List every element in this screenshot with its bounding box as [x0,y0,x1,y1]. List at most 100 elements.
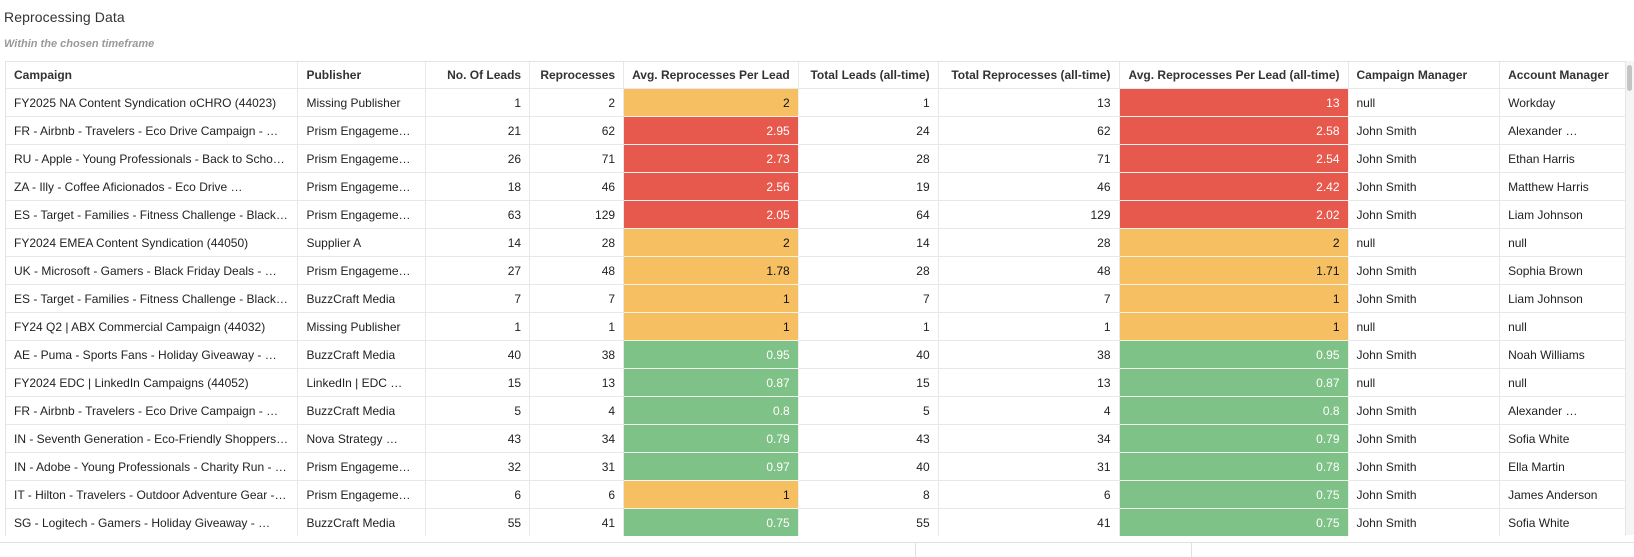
cell-account-manager: Alexander … [1499,116,1626,145]
cell-reprocesses: 1 [529,312,625,341]
scrollbar-thumb[interactable] [1627,65,1632,91]
cell-avg-reprocesses-per-lead: 2.95 [623,116,799,145]
cell-avg-reprocesses-per-lead: 2.05 [623,200,799,229]
cell-no-of-leads: 1 [425,312,531,341]
cell-avg-reprocesses-per-lead-all-time: 0.79 [1119,424,1349,453]
table-row[interactable]: IN - Seventh Generation - Eco-Friendly S… [6,424,1626,453]
cell-total-leads-all-time: 28 [798,144,939,173]
cell-campaign: FR - Airbnb - Travelers - Eco Drive Camp… [6,396,299,425]
table-row[interactable]: IN - Adobe - Young Professionals - Chari… [6,452,1626,481]
footer-segment [1191,543,1634,557]
table-row[interactable]: FR - Airbnb - Travelers - Eco Drive Camp… [6,396,1626,425]
cell-avg-reprocesses-per-lead-all-time: 1.71 [1119,256,1349,285]
cell-campaign: ES - Target - Families - Fitness Challen… [6,200,299,229]
cell-publisher: Prism Engageme… [297,116,427,145]
cell-account-manager: James Anderson [1499,480,1626,509]
table-row[interactable]: ES - Target - Families - Fitness Challen… [6,200,1626,229]
cell-total-leads-all-time: 1 [798,312,939,341]
cell-no-of-leads: 27 [425,256,531,285]
vertical-scrollbar[interactable] [1625,61,1634,535]
cell-total-leads-all-time: 7 [798,284,939,313]
cell-total-reprocesses-all-time: 31 [938,452,1120,481]
cell-avg-reprocesses-per-lead-all-time: 1 [1119,284,1349,313]
table-row[interactable]: FY24 Q2 | ABX Commercial Campaign (44032… [6,312,1626,341]
cell-total-leads-all-time: 64 [798,200,939,229]
cell-no-of-leads: 55 [425,508,531,536]
cell-campaign-manager: John Smith [1348,396,1501,425]
cell-total-reprocesses-all-time: 34 [938,424,1120,453]
cell-reprocesses: 62 [529,116,625,145]
header-account-manager[interactable]: Account Manager [1499,62,1626,89]
header-avg-reprocesses-per-lead-all-time[interactable]: Avg. Reprocesses Per Lead (all-time) [1119,62,1349,89]
cell-publisher: Prism Engageme… [297,144,427,173]
cell-campaign: IT - Hilton - Travelers - Outdoor Advent… [6,480,299,509]
header-publisher[interactable]: Publisher [297,62,427,89]
cell-avg-reprocesses-per-lead-all-time: 0.8 [1119,396,1349,425]
cell-publisher: Missing Publisher [297,312,427,341]
table-row[interactable]: IT - Hilton - Travelers - Outdoor Advent… [6,480,1626,509]
cell-account-manager: Workday [1499,88,1626,117]
cell-reprocesses: 28 [529,228,625,257]
cell-account-manager: null [1499,312,1626,341]
table-row[interactable]: FY2025 NA Content Syndication oCHRO (440… [6,88,1626,117]
cell-campaign: SG - Logitech - Gamers - Holiday Giveawa… [6,508,299,536]
cell-total-leads-all-time: 24 [798,116,939,145]
cell-publisher: BuzzCraft Media [297,284,427,313]
cell-total-reprocesses-all-time: 62 [938,116,1120,145]
cell-no-of-leads: 26 [425,144,531,173]
table-row[interactable]: AE - Puma - Sports Fans - Holiday Giveaw… [6,340,1626,369]
cell-total-reprocesses-all-time: 41 [938,508,1120,536]
cell-total-reprocesses-all-time: 6 [938,480,1120,509]
cell-campaign-manager: null [1348,312,1501,341]
header-reprocesses[interactable]: Reprocesses [529,62,625,89]
cell-campaign-manager: null [1348,228,1501,257]
cell-campaign-manager: John Smith [1348,340,1501,369]
header-total-reprocesses-all-time[interactable]: Total Reprocesses (all-time) [938,62,1120,89]
cell-publisher: Prism Engageme… [297,200,427,229]
cell-total-reprocesses-all-time: 48 [938,256,1120,285]
cell-total-reprocesses-all-time: 46 [938,172,1120,201]
cell-avg-reprocesses-per-lead-all-time: 2.02 [1119,200,1349,229]
cell-total-leads-all-time: 1 [798,88,939,117]
table-row[interactable]: RU - Apple - Young Professionals - Back … [6,144,1626,173]
cell-total-reprocesses-all-time: 7 [938,284,1120,313]
cell-avg-reprocesses-per-lead-all-time: 2 [1119,228,1349,257]
cell-reprocesses: 34 [529,424,625,453]
cell-publisher: Nova Strategy … [297,424,427,453]
cell-account-manager: Ethan Harris [1499,144,1626,173]
cell-avg-reprocesses-per-lead-all-time: 2.58 [1119,116,1349,145]
header-no-of-leads[interactable]: No. Of Leads [425,62,531,89]
cell-campaign: IN - Seventh Generation - Eco-Friendly S… [6,424,299,453]
reprocessing-table: Campaign Publisher No. Of Leads Reproces… [6,62,1626,536]
table-row[interactable]: SG - Logitech - Gamers - Holiday Giveawa… [6,508,1626,536]
header-avg-reprocesses-per-lead[interactable]: Avg. Reprocesses Per Lead [623,62,799,89]
cell-account-manager: null [1499,228,1626,257]
cell-reprocesses: 38 [529,340,625,369]
cell-total-reprocesses-all-time: 4 [938,396,1120,425]
header-campaign-manager[interactable]: Campaign Manager [1348,62,1501,89]
table-row[interactable]: FY2024 EMEA Content Syndication (44050) S… [6,228,1626,257]
table-row[interactable]: FR - Airbnb - Travelers - Eco Drive Camp… [6,116,1626,145]
cell-campaign: UK - Microsoft - Gamers - Black Friday D… [6,256,299,285]
cell-avg-reprocesses-per-lead: 0.97 [623,452,799,481]
cell-no-of-leads: 7 [425,284,531,313]
cell-total-leads-all-time: 40 [798,452,939,481]
cell-reprocesses: 41 [529,508,625,536]
cell-reprocesses: 2 [529,88,625,117]
cell-account-manager: Sofia White [1499,424,1626,453]
reprocessing-table-container[interactable]: Campaign Publisher No. Of Leads Reproces… [5,61,1626,536]
table-row[interactable]: ZA - Illy - Coffee Aficionados - Eco Dri… [6,172,1626,201]
cell-total-reprocesses-all-time: 38 [938,340,1120,369]
header-total-leads-all-time[interactable]: Total Leads (all-time) [798,62,939,89]
cell-reprocesses: 31 [529,452,625,481]
cell-avg-reprocesses-per-lead-all-time: 0.87 [1119,368,1349,397]
table-row[interactable]: UK - Microsoft - Gamers - Black Friday D… [6,256,1626,285]
table-row[interactable]: ES - Target - Families - Fitness Challen… [6,284,1626,313]
cell-total-leads-all-time: 19 [798,172,939,201]
table-row[interactable]: FY2024 EDC | LinkedIn Campaigns (44052) L… [6,368,1626,397]
cell-no-of-leads: 1 [425,88,531,117]
cell-publisher: Prism Engageme… [297,452,427,481]
header-campaign[interactable]: Campaign [6,62,299,89]
cell-avg-reprocesses-per-lead: 2.56 [623,172,799,201]
cell-campaign-manager: John Smith [1348,256,1501,285]
